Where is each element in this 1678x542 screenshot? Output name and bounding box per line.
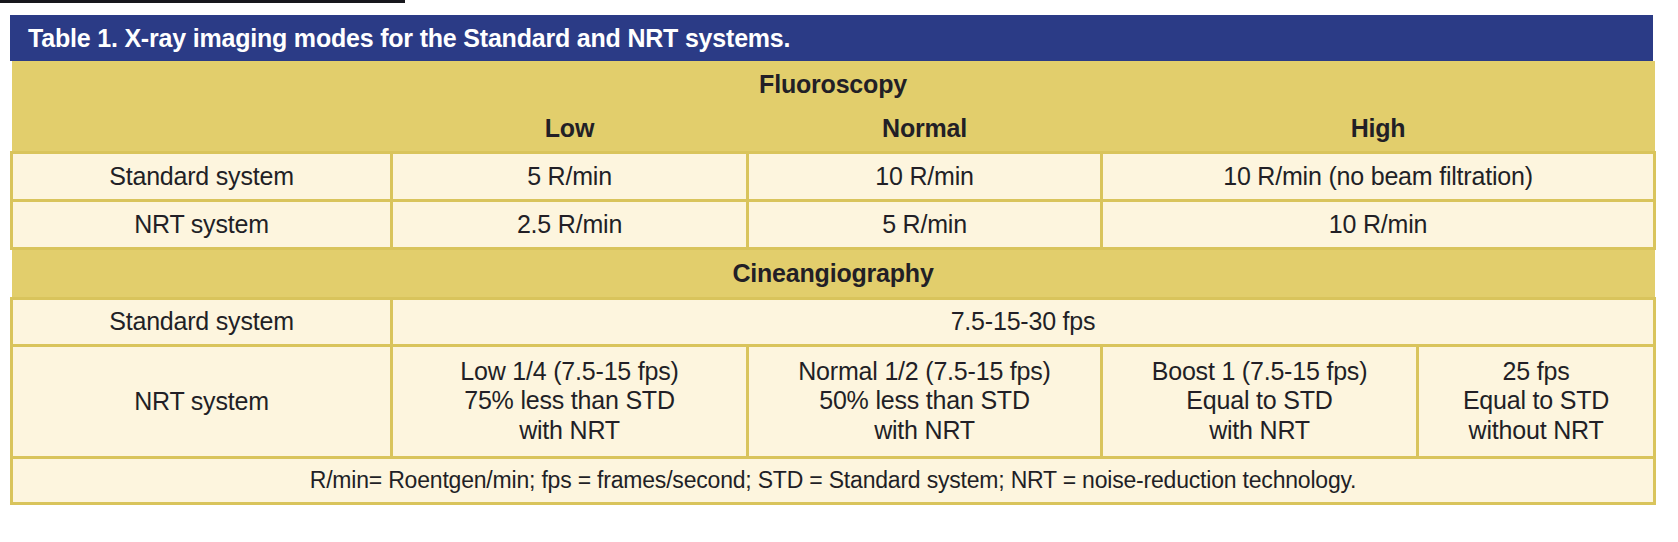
- cell-cine-nrt-boost: Boost 1 (7.5-15 fps) Equal to STD with N…: [1102, 345, 1418, 457]
- row-label-standard-system-cine: Standard system: [12, 298, 392, 345]
- column-header-spacer: [12, 107, 392, 152]
- table-row: Low Normal High: [12, 107, 1655, 152]
- page: Table 1. X-ray imaging modes for the Sta…: [0, 0, 1678, 542]
- table-title-bar: Table 1. X-ray imaging modes for the Sta…: [10, 15, 1653, 61]
- row-label-standard-system: Standard system: [12, 152, 392, 200]
- cell-fluoro-standard-normal: 10 R/min: [748, 152, 1102, 200]
- table-row: Fluoroscopy: [12, 61, 1655, 107]
- section-header-fluoroscopy: Fluoroscopy: [12, 61, 1655, 107]
- top-edge-artifact: [0, 0, 405, 3]
- table-footnote: R/min= Roentgen/min; fps = frames/second…: [12, 457, 1655, 503]
- cell-fluoro-standard-low: 5 R/min: [392, 152, 748, 200]
- table-row: Standard system 7.5-15-30 fps: [12, 298, 1655, 345]
- column-header-high: High: [1102, 107, 1655, 152]
- row-label-nrt-system-cine: NRT system: [12, 345, 392, 457]
- table-row: Cineangiography: [12, 248, 1655, 298]
- table-row: Standard system 5 R/min 10 R/min 10 R/mi…: [12, 152, 1655, 200]
- table-row: R/min= Roentgen/min; fps = frames/second…: [12, 457, 1655, 503]
- table-title: Table 1. X-ray imaging modes for the Sta…: [28, 24, 790, 53]
- cell-cine-nrt-25fps: 25 fps Equal to STD without NRT: [1418, 345, 1655, 457]
- row-label-nrt-system: NRT system: [12, 200, 392, 248]
- cell-cine-nrt-normal: Normal 1/2 (7.5-15 fps) 50% less than ST…: [748, 345, 1102, 457]
- column-header-normal: Normal: [748, 107, 1102, 152]
- cell-fluoro-nrt-high: 10 R/min: [1102, 200, 1655, 248]
- section-header-cineangiography: Cineangiography: [12, 248, 1655, 298]
- table-1-card: Table 1. X-ray imaging modes for the Sta…: [10, 15, 1653, 505]
- imaging-modes-table: Fluoroscopy Low Normal High Standard sys…: [10, 61, 1656, 505]
- cell-fluoro-nrt-normal: 5 R/min: [748, 200, 1102, 248]
- table-row: NRT system Low 1/4 (7.5-15 fps) 75% less…: [12, 345, 1655, 457]
- table-row: NRT system 2.5 R/min 5 R/min 10 R/min: [12, 200, 1655, 248]
- cell-cine-nrt-low: Low 1/4 (7.5-15 fps) 75% less than STD w…: [392, 345, 748, 457]
- column-header-low: Low: [392, 107, 748, 152]
- cell-fluoro-nrt-low: 2.5 R/min: [392, 200, 748, 248]
- cell-cine-standard-fps: 7.5-15-30 fps: [392, 298, 1655, 345]
- cell-fluoro-standard-high: 10 R/min (no beam filtration): [1102, 152, 1655, 200]
